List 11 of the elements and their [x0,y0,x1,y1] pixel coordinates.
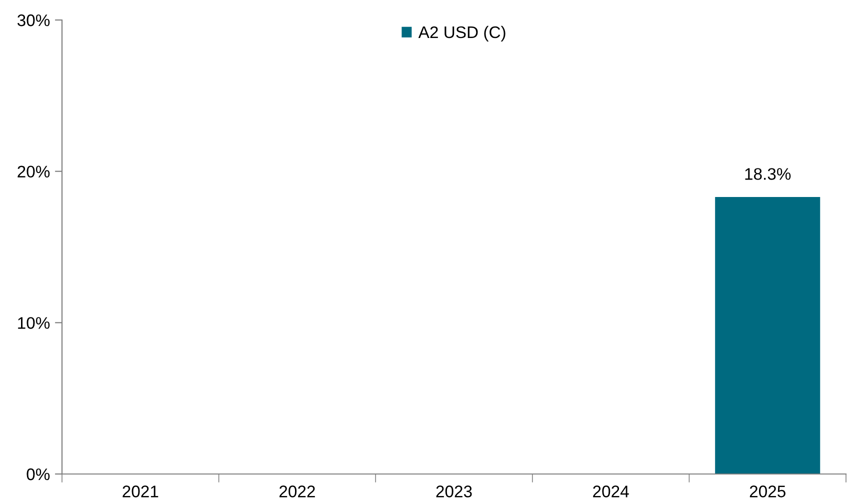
y-tick-label: 20% [18,166,50,178]
y-tick-label: 30% [17,14,50,26]
x-tick-label: 2025 [750,486,786,498]
legend-label: A2 USD (C) [418,26,506,42]
x-tick-label: 2022 [280,486,315,498]
x-tick-label: 2021 [122,486,158,498]
y-tick-label: 10% [18,317,50,329]
x-tick-label: 2024 [593,486,629,498]
data-label: 18.3% [745,168,791,180]
x-tick-label: 2023 [436,486,472,498]
y-tick-label: 0% [26,468,50,480]
